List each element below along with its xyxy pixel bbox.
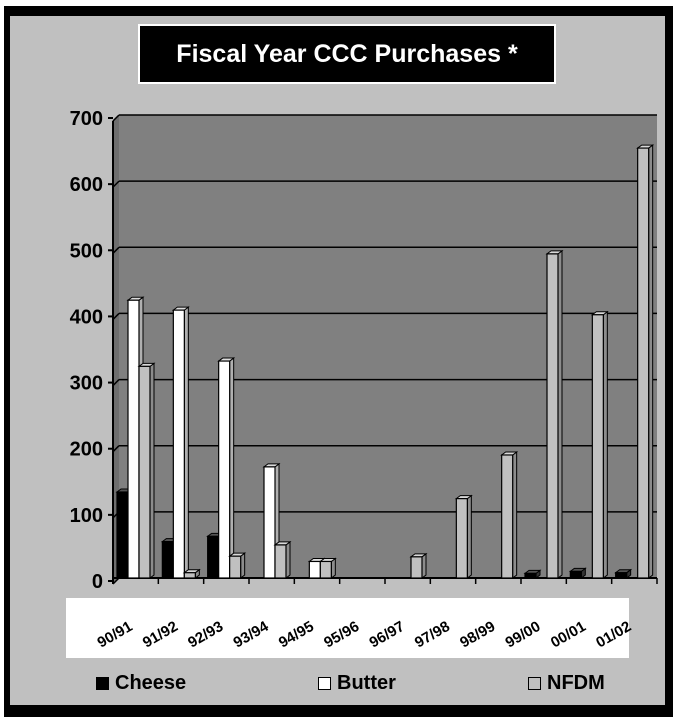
bar-nfdm [274, 544, 287, 579]
legend-swatch-butter [318, 677, 331, 690]
bar-side-nfdm [421, 552, 427, 579]
legend-item-cheese: Cheese [96, 672, 186, 695]
legend-swatch-nfdm [528, 677, 541, 690]
chart-title: Fiscal Year CCC Purchases * [138, 24, 556, 84]
y-tick-label: 500 [70, 240, 103, 262]
y-tick-label: 600 [70, 174, 103, 196]
legend-item-nfdm: NFDM [528, 672, 605, 695]
bar-nfdm [546, 253, 559, 579]
bar-side-nfdm [240, 552, 246, 579]
bar-nfdm [501, 454, 514, 579]
bar-butter [218, 360, 231, 579]
bar-nfdm [637, 147, 650, 579]
bar-nfdm [229, 555, 242, 579]
bar-side-nfdm [149, 362, 155, 579]
bar-butter [263, 466, 276, 579]
y-tick-label: 300 [70, 373, 103, 395]
bar-nfdm [455, 498, 468, 579]
plot-side-wall [113, 115, 119, 584]
legend-label-butter: Butter [337, 672, 396, 694]
x-label-strip [66, 598, 629, 658]
bar-butter [308, 560, 321, 579]
bar-nfdm [410, 556, 423, 579]
legend-label-cheese: Cheese [115, 672, 187, 694]
bar-side-nfdm [466, 494, 472, 579]
bar-nfdm [319, 560, 332, 579]
legend: Cheese Butter NFDM [0, 668, 673, 704]
y-tick-label: 100 [70, 505, 103, 527]
bar-side-nfdm [285, 540, 291, 579]
bar-cheese [116, 491, 129, 579]
bar-cheese [615, 572, 628, 579]
bar-cheese [207, 535, 220, 579]
plot-area [119, 115, 657, 578]
bar-nfdm [183, 572, 196, 579]
legend-item-butter: Butter [318, 672, 396, 695]
y-tick-label: 200 [70, 439, 103, 461]
bar-cheese [569, 570, 582, 579]
bar-side-butter [229, 357, 235, 579]
y-tick-label: 0 [92, 571, 103, 593]
legend-swatch-cheese [96, 677, 109, 690]
bar-cheese [524, 572, 537, 579]
y-tick-label: 400 [70, 306, 103, 328]
bar-nfdm [591, 314, 604, 579]
bar-butter [127, 299, 140, 579]
bar-side-butter [183, 306, 189, 579]
gridline-depth [112, 114, 120, 122]
legend-label-nfdm: NFDM [547, 672, 605, 694]
bar-butter [172, 309, 185, 579]
bar-nfdm [138, 365, 151, 579]
bar-cheese [161, 541, 174, 579]
y-tick-label: 700 [70, 108, 103, 130]
bar-side-nfdm [512, 450, 518, 579]
